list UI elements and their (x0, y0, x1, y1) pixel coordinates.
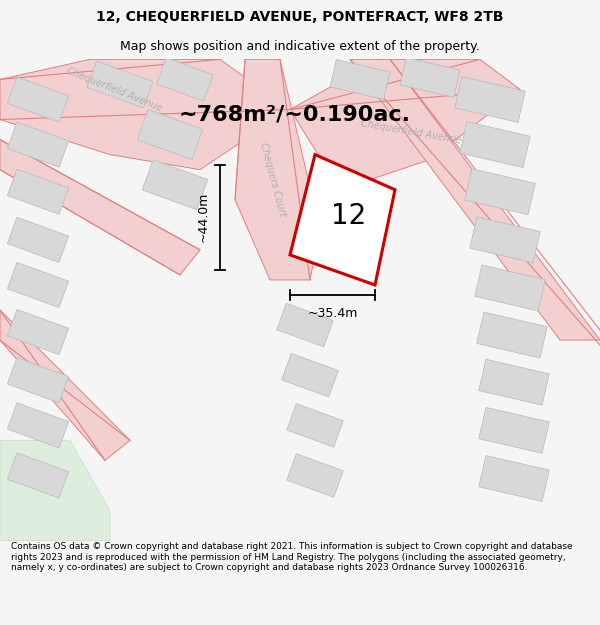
Polygon shape (287, 404, 343, 447)
Text: ~35.4m: ~35.4m (307, 307, 358, 320)
Polygon shape (0, 139, 200, 275)
Polygon shape (235, 59, 320, 280)
Polygon shape (475, 265, 545, 311)
Polygon shape (7, 453, 68, 498)
Polygon shape (7, 402, 68, 448)
Polygon shape (7, 169, 68, 214)
Polygon shape (7, 262, 68, 308)
Polygon shape (330, 59, 390, 99)
Polygon shape (137, 109, 203, 159)
Polygon shape (87, 61, 153, 108)
Polygon shape (290, 59, 520, 190)
Polygon shape (479, 359, 549, 405)
Polygon shape (277, 303, 333, 347)
Polygon shape (7, 122, 68, 168)
Polygon shape (7, 77, 68, 122)
Polygon shape (0, 310, 130, 461)
Polygon shape (455, 76, 525, 122)
Text: 12: 12 (331, 202, 367, 230)
Text: Chequerfield Avenue: Chequerfield Avenue (360, 118, 463, 146)
Polygon shape (7, 217, 68, 262)
Polygon shape (142, 159, 208, 210)
Polygon shape (477, 312, 547, 358)
Polygon shape (479, 408, 549, 453)
Polygon shape (287, 454, 343, 498)
Polygon shape (7, 309, 68, 355)
Polygon shape (460, 122, 530, 168)
Polygon shape (282, 353, 338, 397)
Text: 12, CHEQUERFIELD AVENUE, PONTEFRACT, WF8 2TB: 12, CHEQUERFIELD AVENUE, PONTEFRACT, WF8… (96, 9, 504, 24)
Polygon shape (400, 58, 460, 98)
Polygon shape (465, 169, 535, 214)
Text: Contains OS data © Crown copyright and database right 2021. This information is : Contains OS data © Crown copyright and d… (11, 542, 572, 572)
Polygon shape (470, 217, 540, 262)
Polygon shape (157, 58, 213, 101)
Polygon shape (350, 59, 600, 340)
Polygon shape (0, 441, 110, 541)
Text: Chequers Court: Chequers Court (258, 142, 287, 218)
Text: ~768m²/~0.190ac.: ~768m²/~0.190ac. (179, 104, 411, 124)
Text: Map shows position and indicative extent of the property.: Map shows position and indicative extent… (120, 40, 480, 52)
Polygon shape (7, 357, 68, 403)
Text: ~44.0m: ~44.0m (197, 192, 210, 242)
Polygon shape (290, 154, 395, 285)
Text: Chequerfield Avenue: Chequerfield Avenue (65, 66, 163, 113)
Polygon shape (0, 59, 290, 169)
Polygon shape (479, 456, 549, 501)
